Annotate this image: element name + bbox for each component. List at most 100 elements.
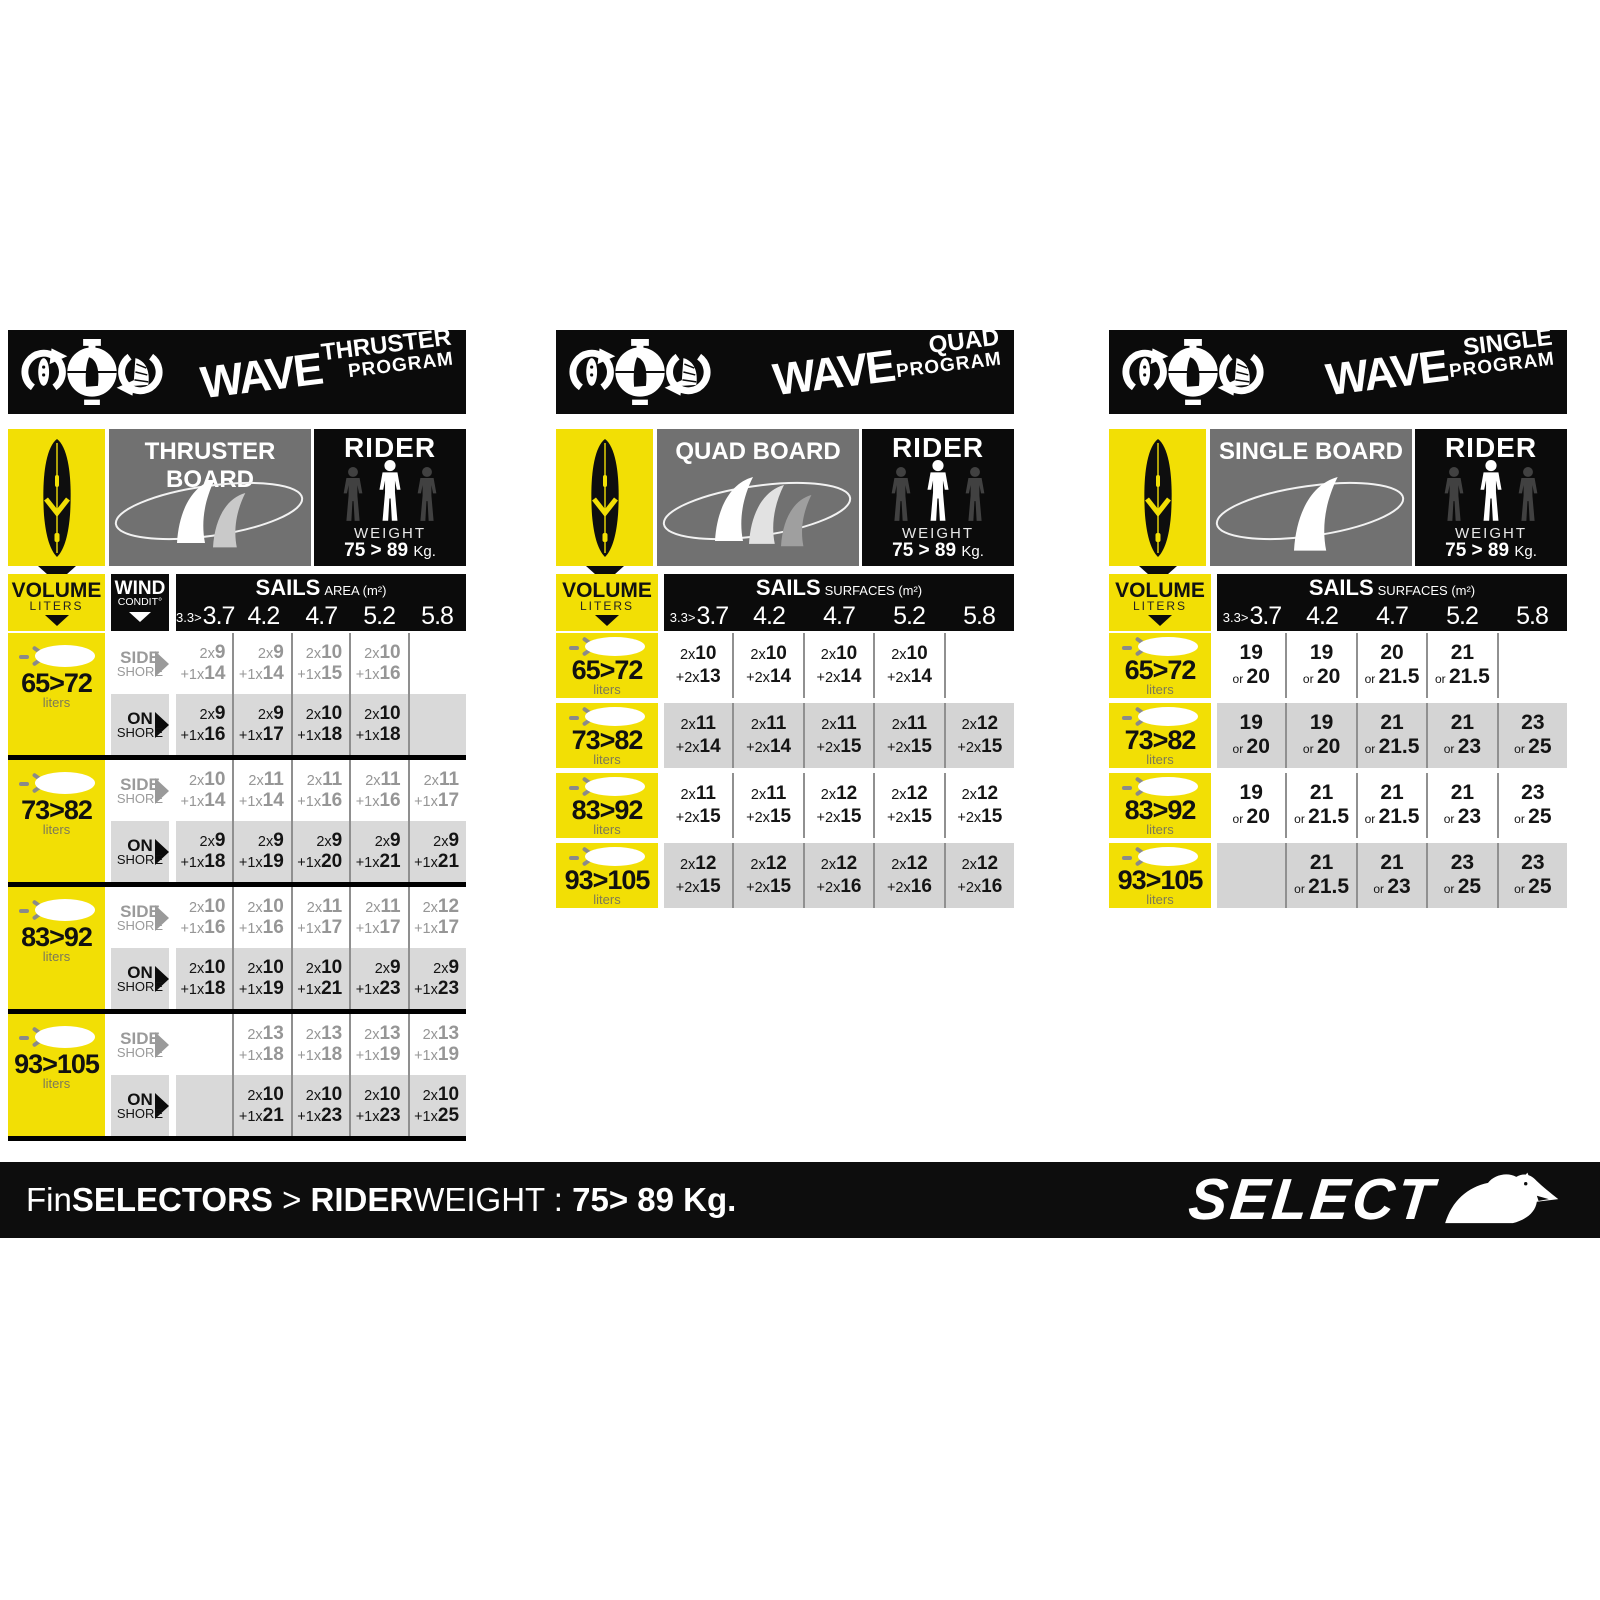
rider-box: RIDER WEIGHT 75 > 89 Kg. — [862, 429, 1014, 566]
table-header-row: VOLUME LITERS WIND CONDIT° SAILS AREA (m²… — [8, 574, 466, 631]
volume-liters-label: liters — [42, 822, 71, 837]
on-shore-cell: ON SHORE — [111, 821, 169, 882]
volume-cell: 73>82 liters — [556, 703, 658, 768]
board-oval-icon — [1122, 776, 1198, 797]
fin-size-cell: 21 or 21.5 — [1355, 703, 1426, 768]
sail-size-value: 3.7 — [1249, 602, 1282, 630]
volume-cell: 65>72 liters — [556, 633, 658, 698]
board-type-label: QUAD BOARD — [675, 438, 841, 465]
fin-size-cell — [1496, 633, 1567, 698]
sail-size-value: 4.2 — [247, 602, 281, 630]
fin-size-cell: 2x10 +1x16 — [232, 887, 290, 948]
fin-size-cell: 2x11 +1x16 — [290, 760, 349, 821]
fin-size-cell: 2x12 +1x17 — [407, 887, 466, 948]
fin-size-cell: 2x10 +1x16 — [180, 895, 226, 938]
fin-size-cell: 2x10 +1x14 — [180, 768, 226, 811]
rider-weight-value: 75 > 89 Kg. — [344, 540, 436, 561]
sails-unit: SURFACES (m²) — [1377, 583, 1476, 598]
board-header-row: SINGLE BOARD RIDER WEIGHT 75 > 89 Kg. — [1109, 429, 1567, 583]
fin-dash-icon — [1122, 715, 1132, 720]
board-oval-icon — [569, 706, 645, 727]
fin-size-cell: 2x13 +1x19 — [349, 1014, 407, 1075]
sails-title: SAILS — [255, 575, 321, 600]
sail-size-prefix: 3.3> — [176, 610, 202, 625]
fin-cells: 2x9 +1x14 2x9 +1x14 2x10 +1x15 2x10 +1x16 — [176, 633, 466, 694]
volume-cell: 65>72 liters — [8, 633, 105, 755]
footer-text-segment: SELECTORS — [71, 1181, 273, 1218]
wind-rows: SIDE SHORE 2x9 +1x14 2x9 +1x14 2x10 +1x15 2x10 +1… — [111, 633, 466, 755]
fin-size-cell: 2x10 +1x23 — [290, 1075, 349, 1136]
volume-cell: 83>92 liters — [8, 887, 105, 1009]
on-shore-arrow-icon — [155, 711, 169, 738]
volume-liters-label: liters — [42, 1076, 71, 1091]
select-brand: SELECT — [1186, 1167, 1560, 1232]
footer-text-segment: RIDER — [310, 1181, 414, 1218]
board-oval-icon — [569, 846, 645, 867]
panel-wave-thruster: WAVE THRUSTER PROGRAM THRUSTER BOARD RID… — [8, 324, 466, 1141]
volume-row: 65>72 liters 2x10 +2x13 2x10 +2x14 2x10 +2x14 2x… — [556, 633, 1014, 698]
volume-cell: 73>82 liters — [1109, 703, 1211, 768]
volume-range-label: 65>72 — [1124, 655, 1197, 685]
sail-size-value: 5.8 — [963, 602, 996, 630]
on-shore-cell: ON SHORE — [111, 694, 169, 755]
sail-size-value: 4.7 — [823, 602, 856, 630]
board-outline-shape — [34, 772, 95, 794]
fin-cells: 19 or 20 21 or 21.5 21 or 21.5 21 or 23 23 or 25 — [1217, 773, 1567, 838]
volume-header-cell: VOLUME LITERS — [1109, 574, 1211, 631]
volume-row: 65>72 liters 19 or 20 19 or 20 20 or 21.5 21 or 2… — [1109, 633, 1567, 698]
fin-size-cell: 2x10 +1x18 — [180, 956, 226, 999]
fin-dash-icon — [569, 645, 579, 650]
board-oval-icon — [1122, 706, 1198, 727]
fin-size-cell: 2x11 +2x15 — [732, 773, 802, 838]
panel-wave-single: WAVE SINGLE PROGRAM SINGLE BOARD RIDER W… — [1109, 324, 1567, 913]
volume-liters-label: liters — [42, 949, 71, 964]
side-shore-cell: SIDE SHORE — [111, 633, 169, 694]
sails-unit: AREA (m²) — [324, 583, 387, 598]
quad-table-body: 65>72 liters 2x10 +2x13 2x10 +2x14 2x10 +2x14 2x… — [556, 633, 1014, 908]
fin-size-cell — [943, 633, 1014, 698]
side-shore-row: SIDE SHORE 2x13 +1x18 2x13 +1x18 2x13 +1x19 2x13… — [111, 1014, 466, 1075]
sails-caption: SAILS SURFACES (m²) — [664, 577, 1014, 602]
wind-condition-label: SHORE — [116, 1105, 164, 1121]
fin-size-cell: 2x11 +2x14 — [732, 703, 802, 768]
fin-size-cell: 2x13 +1x18 — [232, 1014, 290, 1075]
fin-size-cell: 2x11 +1x14 — [232, 760, 290, 821]
fin-size-cell: 2x11 +2x15 — [802, 703, 873, 768]
board-outline-shape — [585, 707, 645, 726]
volume-cell: 83>92 liters — [556, 773, 658, 838]
fin-size-cell: 2x11 +1x16 — [349, 760, 407, 821]
volume-block: 73>82 liters SIDE SHORE 2x10 +1x14 2x11 +1x14 2x… — [8, 760, 466, 882]
program-wave-label: WAVE — [770, 339, 897, 406]
sail-size-value: 4.2 — [1306, 602, 1339, 630]
side-shore-arrow-icon — [155, 904, 169, 931]
rider-title: RIDER — [891, 432, 985, 463]
wind-condition-label: SIDE — [120, 774, 160, 794]
fin-size-cell: 2x9 +1x21 — [407, 821, 466, 882]
sail-size-cell: 3.3> 3.7 — [176, 602, 235, 631]
board-type-label: SINGLE BOARD — [1218, 438, 1403, 465]
fin-cells: 2x9 +1x18 2x9 +1x19 2x9 +1x20 2x9 +1x21 2x9 +1x21 — [176, 821, 466, 882]
side-shore-arrow-icon — [155, 650, 169, 677]
fin-size-cell: 2x10 +1x18 — [349, 694, 407, 755]
fin-cells: 2x10 +1x14 2x11 +1x14 2x11 +1x16 2x11 +1x16 2x11… — [176, 760, 466, 821]
board-outline-shape — [34, 1026, 95, 1048]
sail-size-prefix: 3.3> — [669, 610, 696, 625]
single-table-body: 65>72 liters 19 or 20 19 or 20 20 or 21.5 21 or 2… — [1109, 633, 1567, 908]
fin-size-cell: 21 or 23 — [1355, 843, 1426, 908]
fin-size-cell: 2x10 +1x25 — [407, 1075, 466, 1136]
board-outline-shape — [585, 847, 645, 866]
footer-text-segment: Fin — [26, 1181, 72, 1218]
rider-weight-label: WEIGHT — [1455, 525, 1527, 542]
volume-row: 83>92 liters 19 or 20 21 or 21.5 21 or 21.5 21 or… — [1109, 773, 1567, 838]
sail-sizes-row: 3.3> 3.7 4.2 4.7 5.2 5.8 — [176, 602, 466, 631]
fin-size-cell — [407, 633, 466, 694]
footer-text-segment: : — [544, 1181, 573, 1218]
volume-cell: 93>105 liters — [1109, 843, 1211, 908]
rider-weight-label: WEIGHT — [902, 525, 974, 542]
board-topview-icon — [1143, 438, 1172, 557]
side-shore-row: SIDE SHORE 2x9 +1x14 2x9 +1x14 2x10 +1x15 2x10 +1… — [111, 633, 466, 694]
sail-size-cell: 4.2 — [734, 602, 804, 631]
volume-cell: 65>72 liters — [1109, 633, 1211, 698]
fin-cells: 2x13 +1x18 2x13 +1x18 2x13 +1x19 2x13 +1x19 — [176, 1014, 466, 1075]
sails-title: SAILS — [755, 575, 821, 600]
